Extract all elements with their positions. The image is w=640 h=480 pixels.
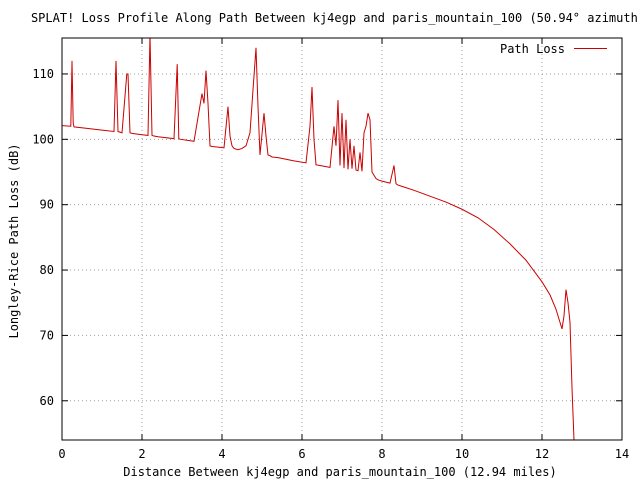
y-tick-label: 100: [32, 132, 54, 146]
legend-label-path-loss: Path Loss: [500, 42, 565, 56]
series-line-path-loss: [62, 38, 575, 440]
x-tick-label: 8: [378, 447, 385, 461]
y-tick-label: 110: [32, 67, 54, 81]
x-tick-label: 14: [615, 447, 629, 461]
x-axis-label: Distance Between kj4egp and paris_mounta…: [123, 465, 556, 479]
x-tick-label: 2: [138, 447, 145, 461]
x-tick-label: 12: [535, 447, 549, 461]
chart-title: SPLAT! Loss Profile Along Path Between k…: [31, 11, 640, 25]
y-tick-label: 70: [40, 328, 54, 342]
y-tick-label: 90: [40, 198, 54, 212]
x-tick-label: 6: [298, 447, 305, 461]
tick-layer: [61, 38, 623, 440]
grid-layer: [62, 38, 622, 440]
legend: Path Loss: [500, 42, 607, 56]
y-tick-label: 80: [40, 263, 54, 277]
y-tick-label: 60: [40, 394, 54, 408]
x-tick-label: 10: [455, 447, 469, 461]
x-tick-label: 0: [58, 447, 65, 461]
x-tick-label: 4: [218, 447, 225, 461]
plot-frame: [61, 37, 623, 441]
y-axis-label: Longley-Rice Path Loss (dB): [7, 143, 21, 338]
tick-labels: 0 2 4 6 8 10 12 14 60 70 80 90 100 110: [32, 67, 629, 461]
